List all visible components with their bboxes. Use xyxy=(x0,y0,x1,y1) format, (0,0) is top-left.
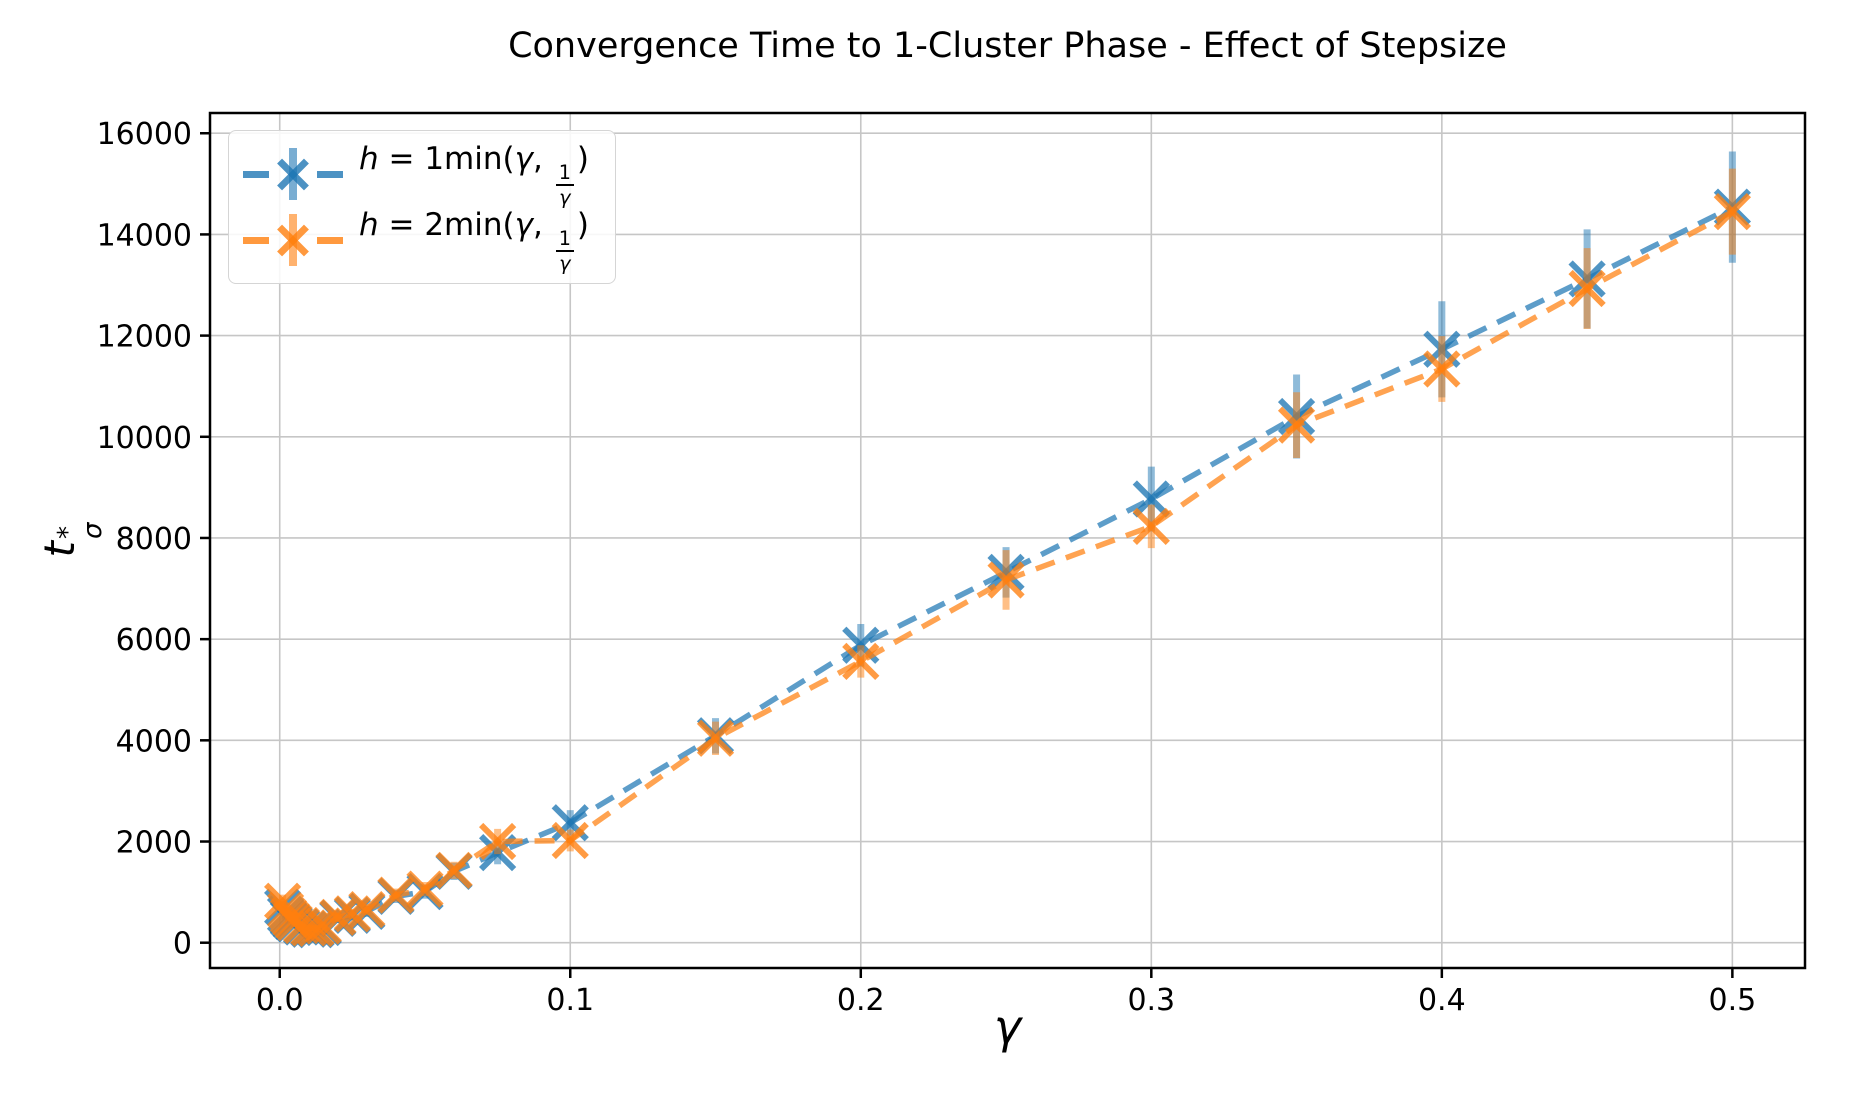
x-marker-1 xyxy=(1132,480,1170,518)
x-tick-label: 0.4 xyxy=(1418,983,1466,1018)
x-marker-2 xyxy=(406,870,444,908)
y-axis-label-sup: * xyxy=(52,526,83,540)
legend: h = 1min(γ, 1 γ) h = 2min(γ, 1 γ) xyxy=(228,130,617,284)
legend-entry-h1: h = 1min(γ, 1 γ) xyxy=(243,141,589,207)
y-tick-label: 8000 xyxy=(116,522,192,557)
x-marker-2 xyxy=(987,561,1025,599)
plot-frame xyxy=(208,111,1807,970)
x-tick-label: 0.0 xyxy=(256,983,304,1018)
y-tick-label: 6000 xyxy=(116,623,192,658)
x-marker-2 xyxy=(842,642,880,681)
x-marker-2 xyxy=(696,719,735,757)
legend-label-h1: h = 1min(γ, 1 γ) xyxy=(359,140,590,209)
y-tick-label: 14000 xyxy=(97,218,192,253)
x-marker-2 xyxy=(1423,350,1461,388)
y-axis-label: t * σ xyxy=(35,522,108,558)
x-tick-label: 0.3 xyxy=(1127,983,1175,1018)
legend-dash-icon xyxy=(243,170,269,178)
x-marker-2 xyxy=(264,882,302,920)
x-marker-2 xyxy=(1132,507,1170,545)
x-marker-2 xyxy=(1277,406,1316,444)
legend-dash-icon xyxy=(317,236,343,244)
x-marker-2 xyxy=(551,821,589,860)
legend-entry-h2: h = 2min(γ, 1 γ) xyxy=(243,207,589,273)
chart-title: Convergence Time to 1-Cluster Phase - Ef… xyxy=(508,26,1507,66)
x-marker-2 xyxy=(297,909,335,948)
x-marker-1 xyxy=(551,804,589,842)
legend-dash-icon xyxy=(317,170,343,178)
y-tick-label: 4000 xyxy=(116,724,192,759)
x-marker-2 xyxy=(435,851,473,889)
y-tick-label: 10000 xyxy=(97,421,192,456)
y-tick-label: 16000 xyxy=(97,117,192,152)
x-tick-label: 0.1 xyxy=(546,983,594,1018)
x-marker-2 xyxy=(377,876,415,914)
y-axis-label-sub: σ xyxy=(77,522,108,540)
x-marker-2 xyxy=(1713,193,1751,231)
y-tick-label: 2000 xyxy=(116,826,192,861)
x-marker-2 xyxy=(348,890,386,929)
x-tick-label: 0.2 xyxy=(837,983,885,1018)
x-axis-label: γ xyxy=(993,1000,1022,1054)
y-tick-label: 0 xyxy=(173,927,192,962)
x-tick-label: 0.5 xyxy=(1709,983,1757,1018)
legend-label-h2: h = 2min(γ, 1 γ) xyxy=(359,206,590,275)
y-axis-label-base: t xyxy=(34,541,84,558)
legend-marker-sample-h2 xyxy=(243,211,343,269)
x-marker-2 xyxy=(1568,269,1606,308)
y-tick-label: 12000 xyxy=(97,320,192,355)
x-marker-2 xyxy=(479,822,517,861)
legend-marker-sample-h1 xyxy=(243,145,343,203)
x-marker-2 xyxy=(290,909,328,947)
legend-dash-icon xyxy=(243,236,269,244)
